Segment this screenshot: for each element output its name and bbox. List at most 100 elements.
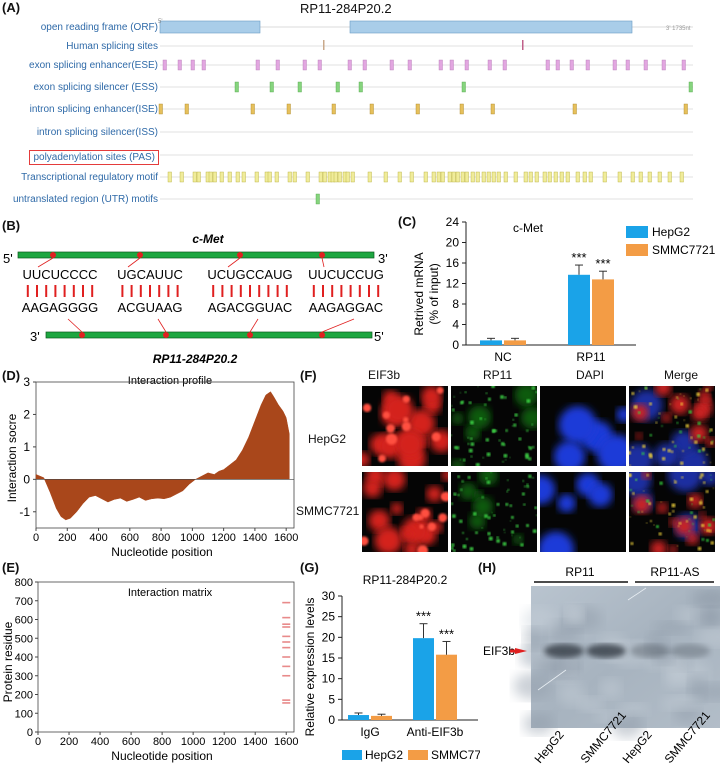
f-col-merge: Merge — [664, 368, 699, 382]
g-ytick-label: 25 — [322, 610, 336, 624]
rp11-signal — [451, 405, 453, 407]
eif3b-signal — [374, 526, 403, 552]
rp11-signal — [455, 446, 460, 450]
trm-mark — [179, 171, 184, 183]
trm-mark — [254, 171, 259, 183]
g-bar — [348, 715, 369, 720]
c-ytick-label: 12 — [446, 277, 460, 291]
rp11-signal — [502, 541, 507, 546]
rp11-signal — [486, 480, 491, 485]
f-tile — [629, 472, 715, 552]
h-band-label: EIF3b — [483, 644, 515, 658]
eif3b-signal — [412, 513, 420, 522]
rp11-signal — [486, 452, 491, 457]
merge-signal — [694, 440, 698, 444]
dapi-signal — [553, 440, 586, 466]
bottom-three-prime: 3' — [30, 329, 40, 344]
d-xlabel: Nucleotide position — [111, 545, 212, 559]
merge-signal — [679, 430, 682, 434]
ise-mark — [572, 103, 577, 115]
merge-signal — [649, 433, 653, 437]
eif3b-signal — [426, 485, 443, 502]
rp11-signal — [528, 446, 533, 450]
rp11-signal — [493, 514, 496, 517]
merge-signal — [658, 412, 661, 415]
g-significance: *** — [439, 626, 454, 641]
f-image-grid — [362, 386, 715, 552]
rp11-signal — [510, 515, 514, 519]
trm-mark — [192, 171, 197, 183]
ese-mark — [487, 59, 492, 71]
trm-mark — [219, 171, 224, 183]
merge-signal — [690, 397, 692, 400]
f-tile-content — [451, 472, 537, 552]
top-sequence: UUCUCCUG — [308, 267, 384, 282]
eif3b-signal — [368, 509, 390, 532]
f-tile-content — [629, 386, 715, 466]
e-xtick-label: 200 — [60, 736, 78, 748]
trm-mark — [667, 171, 672, 183]
merge-signal — [708, 529, 712, 533]
g-ytick-label: 20 — [322, 630, 336, 644]
d-xtick-label: 800 — [152, 532, 170, 544]
e-ytick-label: 100 — [15, 708, 33, 720]
top-connector — [127, 257, 141, 268]
d-ytick-label: 3 — [23, 375, 30, 389]
merge-signal — [674, 444, 677, 448]
bottom-contact-dot — [163, 332, 169, 338]
rp11-signal — [521, 492, 525, 496]
rp11-signal — [487, 397, 491, 401]
orf-block — [159, 20, 261, 34]
track-label-ise: intron splicing enhancer(ISE) — [29, 104, 158, 115]
e-ytick-label: 600 — [15, 615, 33, 627]
rp11-signal — [506, 490, 509, 493]
c-ylabel-2: (% of input) — [427, 263, 441, 324]
utr-mark — [315, 193, 320, 205]
merge-signal — [637, 411, 641, 415]
rp11-signal — [535, 514, 537, 517]
trm-mark — [227, 171, 232, 183]
merge-signal — [705, 437, 715, 447]
merge-signal — [679, 393, 682, 395]
top-contact-dot — [50, 252, 56, 258]
eif3b-signal — [396, 430, 424, 459]
eif3b-signal — [419, 524, 424, 529]
trm-mark — [436, 171, 441, 183]
rp11-signal — [451, 502, 454, 505]
d-plot-frame — [35, 381, 295, 529]
d-xtick-label: 400 — [89, 532, 107, 544]
merge-signal — [704, 529, 706, 532]
merge-signal — [645, 522, 648, 524]
trm-mark — [559, 171, 564, 183]
trm-mark — [523, 171, 528, 183]
c-title: c-Met — [513, 221, 544, 235]
track-label-pas: polyadenylation sites (PAS) — [29, 150, 159, 165]
ise-mark — [286, 103, 291, 115]
rp11-signal — [470, 442, 475, 447]
merge-signal — [689, 497, 694, 501]
rp11-signal — [528, 457, 532, 461]
f-row-smmc7721: SMMC7721 — [296, 504, 360, 518]
trm-mark — [455, 171, 460, 183]
rp11-signal — [531, 386, 536, 390]
c-ytick-label: 24 — [446, 215, 460, 229]
ess-mark — [297, 81, 302, 93]
rp11-signal — [531, 423, 534, 426]
dapi-signal — [596, 434, 626, 466]
f-col-rp11: RP11 — [483, 368, 513, 382]
d-xtick-label: 1400 — [243, 532, 267, 544]
rp11-signal — [506, 479, 509, 482]
merge-signal — [649, 454, 653, 459]
eif3b-signal — [382, 472, 406, 491]
e-xtick-label: 800 — [153, 736, 171, 748]
blot-texture — [599, 678, 622, 699]
g-ytick-label: 10 — [322, 672, 336, 686]
d-xtick-label: 1000 — [180, 532, 204, 544]
merge-signal — [629, 443, 654, 466]
merge-signal — [690, 511, 693, 515]
panel-g-chart: RP11-284P20.2 Relative expression levels… — [303, 573, 480, 762]
e-interaction-mark — [282, 601, 291, 604]
e-plot-frame — [37, 581, 295, 733]
g-category-label: IgG — [360, 725, 379, 739]
merge-signal — [629, 464, 631, 466]
